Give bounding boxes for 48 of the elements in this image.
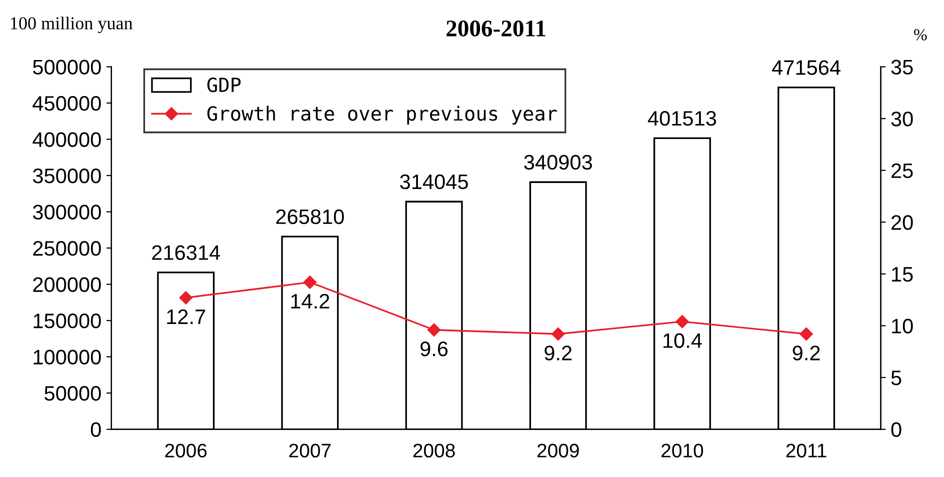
x-tick-label: 2009 xyxy=(537,444,579,458)
data-label: 265810 xyxy=(276,209,344,224)
x-tick-label: 2007 xyxy=(289,444,331,458)
chart-title: 2006-2011 xyxy=(446,20,546,36)
y2-tick-label: 15 xyxy=(892,267,913,282)
point xyxy=(552,327,565,341)
y-tick-label: 500000 xyxy=(32,60,101,75)
point xyxy=(427,323,441,336)
data-label: 14.2 xyxy=(291,294,330,308)
data-label: 401513 xyxy=(648,110,716,126)
y2-tick-label: 20 xyxy=(892,215,913,230)
data-label: 471564 xyxy=(772,60,840,75)
data-label: 216314 xyxy=(152,245,220,260)
x-tick-label: 2010 xyxy=(662,444,704,458)
y2-tick-label: 5 xyxy=(891,370,902,386)
y-tick-label: 0 xyxy=(90,422,101,438)
point xyxy=(303,276,317,289)
point xyxy=(676,314,689,328)
y2-tick-label: 30 xyxy=(891,112,913,126)
x-tick-label: 2011 xyxy=(786,444,826,458)
data-label: 9.6 xyxy=(420,342,448,356)
y-tick-label: 50000 xyxy=(44,386,101,401)
y-tick-label: 150000 xyxy=(34,314,101,328)
data-label: 9.2 xyxy=(792,346,820,360)
legend-label: GDP xyxy=(207,77,241,92)
y-tick-label: 350000 xyxy=(32,168,101,184)
point xyxy=(179,291,192,304)
y-tick-label: 250000 xyxy=(33,241,101,256)
y-axis-title: 100 million yuan xyxy=(11,16,133,34)
y2-tick-label: 10 xyxy=(892,318,913,334)
legend-label: Growth rate over previous year xyxy=(207,106,557,125)
y2-axis-title: % xyxy=(914,29,927,40)
point xyxy=(800,327,813,341)
y2-tick-label: 0 xyxy=(891,422,902,438)
y-tick-label: 200000 xyxy=(33,277,101,292)
y-tick-label: 450000 xyxy=(32,96,101,111)
data-label: 10.4 xyxy=(664,333,702,348)
data-label: 340903 xyxy=(524,154,592,170)
y-tick-label: 300000 xyxy=(32,204,101,220)
data-label: 9.2 xyxy=(544,346,572,360)
data-label: 12.7 xyxy=(167,309,206,324)
y-tick-label: 400000 xyxy=(32,132,101,148)
y-tick-label: 100000 xyxy=(34,350,101,365)
data-label: 314045 xyxy=(400,174,468,190)
y2-tick-label: 35 xyxy=(891,60,913,75)
x-tick-label: 2008 xyxy=(413,444,455,458)
y2-tick-label: 25 xyxy=(892,163,913,178)
x-tick-label: 2006 xyxy=(165,444,207,458)
